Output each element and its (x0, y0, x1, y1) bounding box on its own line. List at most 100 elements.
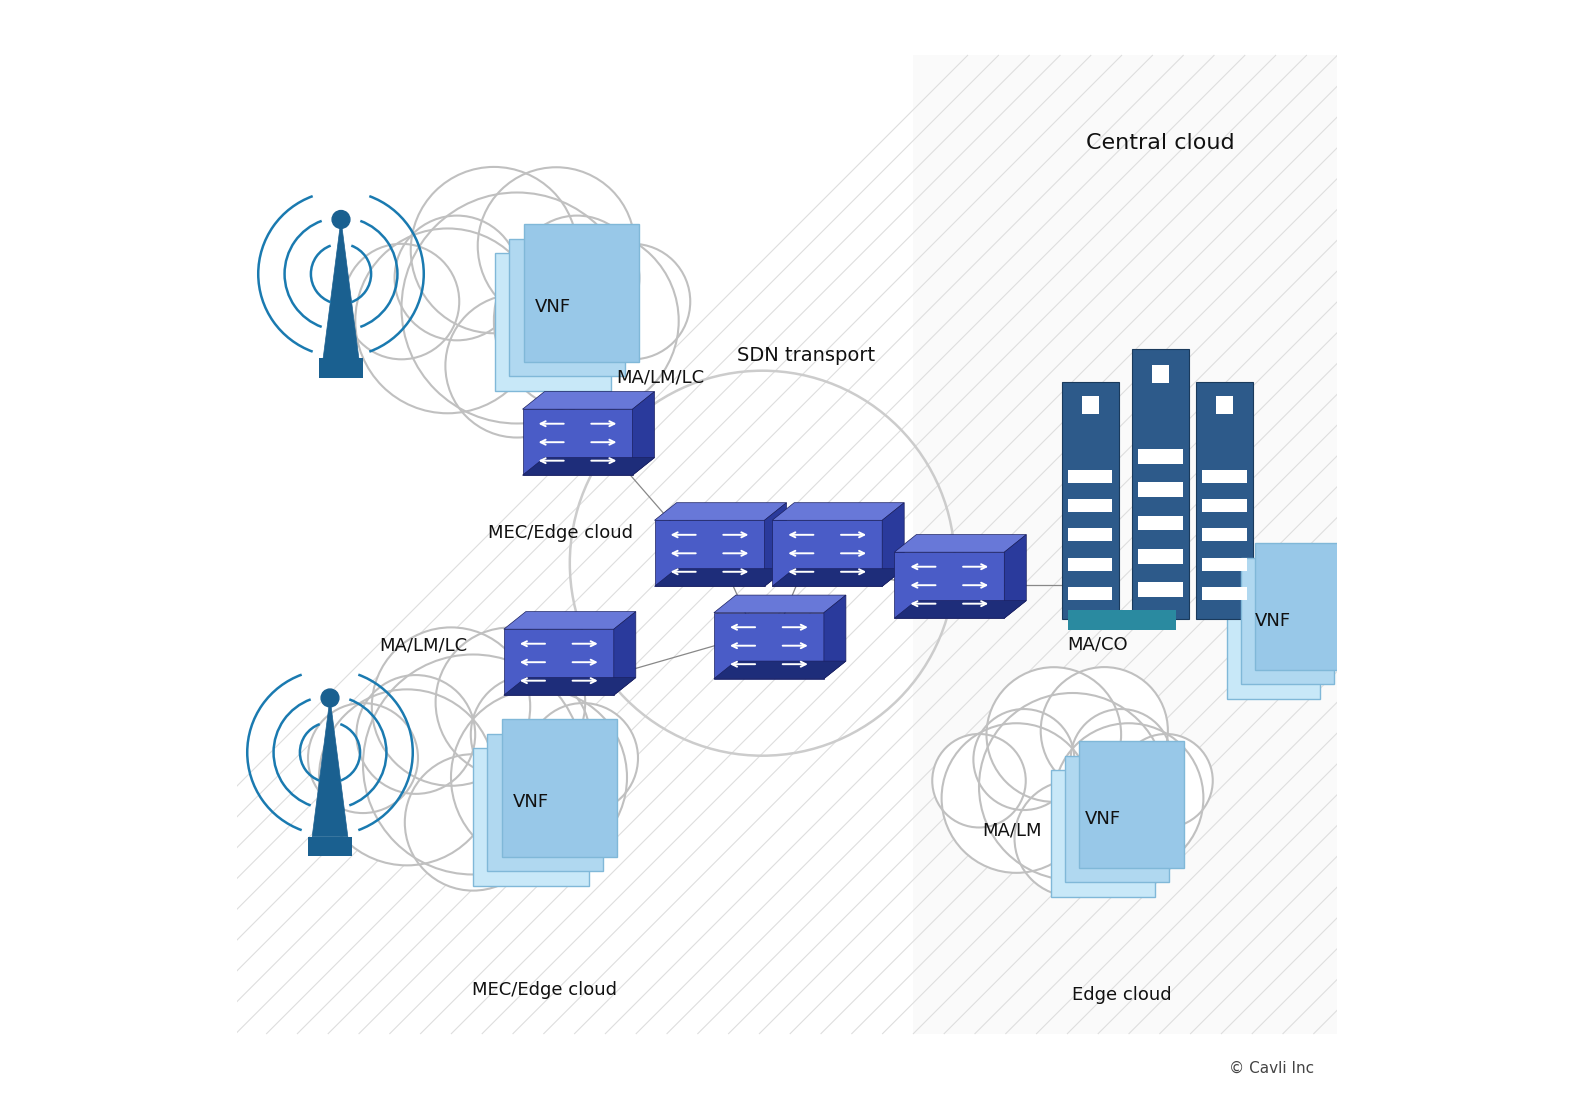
Bar (495, 253, 610, 390)
Text: VNF: VNF (1255, 612, 1291, 630)
Bar (524, 224, 639, 362)
Bar (1202, 470, 1247, 483)
Bar (1068, 499, 1112, 512)
Text: MEC/Edge cloud: MEC/Edge cloud (489, 525, 634, 542)
Polygon shape (895, 601, 1026, 618)
Text: VNF: VNF (535, 298, 571, 317)
Bar (1082, 396, 1098, 414)
Bar (1255, 543, 1348, 670)
Circle shape (357, 675, 475, 794)
Text: © Cavli Inc: © Cavli Inc (1230, 1060, 1315, 1076)
Bar (1068, 470, 1112, 483)
Bar (1216, 396, 1233, 414)
Bar (1079, 741, 1183, 868)
Text: Edge cloud: Edge cloud (1073, 987, 1172, 1004)
Bar (1139, 582, 1183, 597)
Circle shape (344, 244, 459, 360)
Bar (1139, 549, 1183, 564)
Text: SDN transport: SDN transport (738, 346, 875, 365)
Bar (1202, 586, 1247, 600)
Bar (1133, 349, 1189, 618)
Circle shape (1015, 781, 1131, 896)
Circle shape (986, 668, 1122, 802)
Bar (1139, 482, 1183, 497)
Bar (1241, 558, 1334, 684)
Text: MA/CO: MA/CO (1066, 636, 1128, 653)
Circle shape (478, 167, 635, 324)
Polygon shape (654, 503, 786, 520)
Circle shape (574, 244, 691, 360)
Circle shape (404, 755, 541, 891)
Text: MA/LM/LC: MA/LM/LC (617, 368, 705, 386)
Polygon shape (1004, 535, 1026, 618)
Circle shape (436, 627, 585, 777)
Circle shape (401, 192, 632, 424)
Polygon shape (503, 629, 613, 695)
Circle shape (1041, 667, 1167, 794)
Circle shape (319, 690, 495, 866)
Circle shape (1054, 724, 1203, 873)
Polygon shape (654, 569, 786, 586)
Circle shape (451, 690, 628, 866)
Bar (1202, 528, 1247, 541)
Circle shape (933, 734, 1026, 827)
Polygon shape (322, 220, 359, 359)
Bar (1065, 756, 1169, 882)
Polygon shape (824, 595, 846, 679)
Text: VNF: VNF (513, 793, 549, 812)
Bar (1202, 499, 1247, 512)
Polygon shape (772, 520, 882, 586)
Circle shape (514, 216, 640, 340)
Circle shape (332, 210, 349, 229)
Polygon shape (895, 535, 1026, 552)
Polygon shape (613, 612, 635, 695)
Polygon shape (522, 409, 632, 475)
Polygon shape (772, 569, 904, 586)
Bar (1151, 365, 1169, 383)
Bar (1068, 610, 1177, 630)
Polygon shape (714, 661, 846, 679)
Circle shape (978, 693, 1166, 880)
Circle shape (529, 703, 639, 813)
Text: Central cloud: Central cloud (1087, 133, 1235, 153)
Bar (1227, 572, 1320, 698)
Circle shape (494, 229, 678, 414)
Circle shape (363, 654, 584, 875)
Circle shape (470, 675, 590, 794)
Polygon shape (522, 392, 654, 409)
Polygon shape (714, 595, 846, 613)
Bar (319, 359, 363, 378)
Circle shape (395, 216, 519, 340)
Bar (1195, 382, 1254, 618)
Circle shape (445, 295, 588, 438)
Polygon shape (503, 678, 635, 695)
Polygon shape (772, 503, 904, 520)
Bar (1068, 586, 1112, 600)
Polygon shape (522, 458, 654, 475)
Bar (1051, 770, 1155, 896)
Circle shape (411, 167, 577, 333)
Bar (473, 748, 588, 886)
Bar (308, 836, 352, 856)
Circle shape (355, 229, 540, 414)
Bar (1139, 516, 1183, 530)
Circle shape (942, 724, 1092, 873)
Circle shape (321, 689, 338, 707)
Bar (1068, 528, 1112, 541)
Text: MEC/Edge cloud: MEC/Edge cloud (472, 981, 617, 999)
Bar (912, 55, 1337, 1034)
Bar (1062, 382, 1118, 618)
Polygon shape (714, 613, 824, 679)
Text: VNF: VNF (1085, 810, 1122, 828)
Polygon shape (895, 552, 1004, 618)
Circle shape (308, 703, 418, 813)
Polygon shape (632, 392, 654, 475)
Polygon shape (764, 503, 786, 586)
Bar (1202, 558, 1247, 571)
Polygon shape (882, 503, 904, 586)
Bar (510, 239, 624, 376)
Bar (1139, 449, 1183, 464)
Bar (1068, 558, 1112, 571)
Bar (488, 734, 602, 871)
Polygon shape (311, 697, 348, 836)
